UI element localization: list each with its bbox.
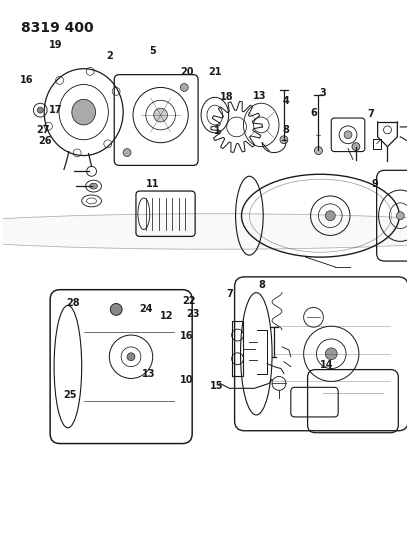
Circle shape <box>153 108 167 122</box>
Text: 20: 20 <box>180 67 193 77</box>
Text: 26: 26 <box>38 136 52 147</box>
Circle shape <box>325 211 335 221</box>
Text: 12: 12 <box>160 311 173 321</box>
Text: 13: 13 <box>253 91 266 101</box>
Text: 8: 8 <box>282 125 289 135</box>
Circle shape <box>351 143 359 151</box>
Circle shape <box>37 107 43 113</box>
Text: 8: 8 <box>258 280 264 290</box>
Text: 13: 13 <box>141 369 155 379</box>
Circle shape <box>123 149 131 157</box>
Text: 6: 6 <box>310 108 317 118</box>
Text: 19: 19 <box>49 39 62 50</box>
Text: 2: 2 <box>106 51 113 61</box>
Ellipse shape <box>90 183 97 189</box>
Circle shape <box>314 147 321 155</box>
Text: 24: 24 <box>139 304 153 313</box>
Circle shape <box>343 131 351 139</box>
Ellipse shape <box>72 99 95 125</box>
Text: 22: 22 <box>182 296 195 306</box>
Circle shape <box>279 136 287 144</box>
Text: 7: 7 <box>366 109 373 119</box>
Text: 21: 21 <box>208 67 221 77</box>
Text: 18: 18 <box>220 92 234 102</box>
Text: 7: 7 <box>225 289 232 299</box>
Text: 10: 10 <box>180 375 193 384</box>
Text: 17: 17 <box>49 105 62 115</box>
Text: 16: 16 <box>180 331 193 341</box>
Text: 15: 15 <box>210 382 223 391</box>
Circle shape <box>110 303 122 316</box>
Text: 9: 9 <box>371 179 378 189</box>
Circle shape <box>396 212 403 220</box>
Text: 27: 27 <box>36 125 50 135</box>
Circle shape <box>180 84 188 91</box>
Ellipse shape <box>0 214 409 249</box>
Circle shape <box>127 353 135 361</box>
Text: 14: 14 <box>319 360 332 370</box>
Text: 28: 28 <box>67 298 80 308</box>
Text: 23: 23 <box>186 309 199 319</box>
Text: 11: 11 <box>145 179 159 189</box>
Text: 16: 16 <box>20 75 34 85</box>
Text: 25: 25 <box>63 390 76 400</box>
Text: 4: 4 <box>282 96 289 106</box>
Text: 8319 400: 8319 400 <box>20 21 93 35</box>
Text: 1: 1 <box>213 126 220 136</box>
Text: 3: 3 <box>318 88 325 98</box>
Circle shape <box>325 348 336 360</box>
Text: 5: 5 <box>149 46 155 56</box>
